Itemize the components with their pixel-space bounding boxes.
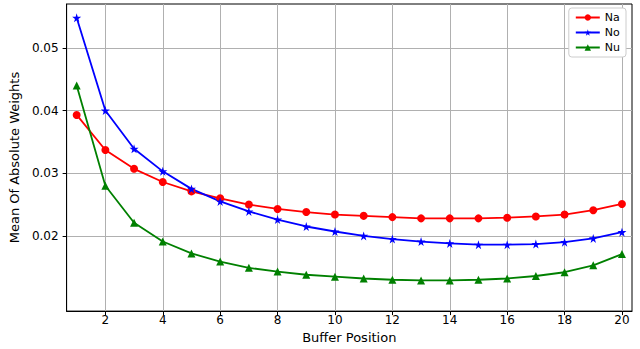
svg-text:14: 14 — [442, 313, 457, 327]
svg-text:Na: Na — [605, 11, 620, 24]
svg-text:0.02: 0.02 — [32, 229, 59, 243]
svg-text:Mean Of Absolute Weights: Mean Of Absolute Weights — [7, 72, 22, 244]
svg-text:0.04: 0.04 — [32, 104, 59, 118]
svg-text:4: 4 — [159, 313, 167, 327]
svg-text:18: 18 — [557, 313, 572, 327]
svg-text:12: 12 — [385, 313, 400, 327]
svg-text:6: 6 — [216, 313, 224, 327]
svg-text:20: 20 — [614, 313, 629, 327]
svg-text:16: 16 — [500, 313, 515, 327]
svg-text:10: 10 — [327, 313, 342, 327]
svg-text:8: 8 — [274, 313, 282, 327]
svg-text:0.05: 0.05 — [32, 41, 59, 55]
svg-text:2: 2 — [102, 313, 110, 327]
svg-text:No: No — [605, 26, 620, 39]
svg-text:Nu: Nu — [605, 41, 620, 54]
svg-text:0.03: 0.03 — [32, 166, 59, 180]
svg-text:Buffer Position: Buffer Position — [302, 330, 396, 345]
